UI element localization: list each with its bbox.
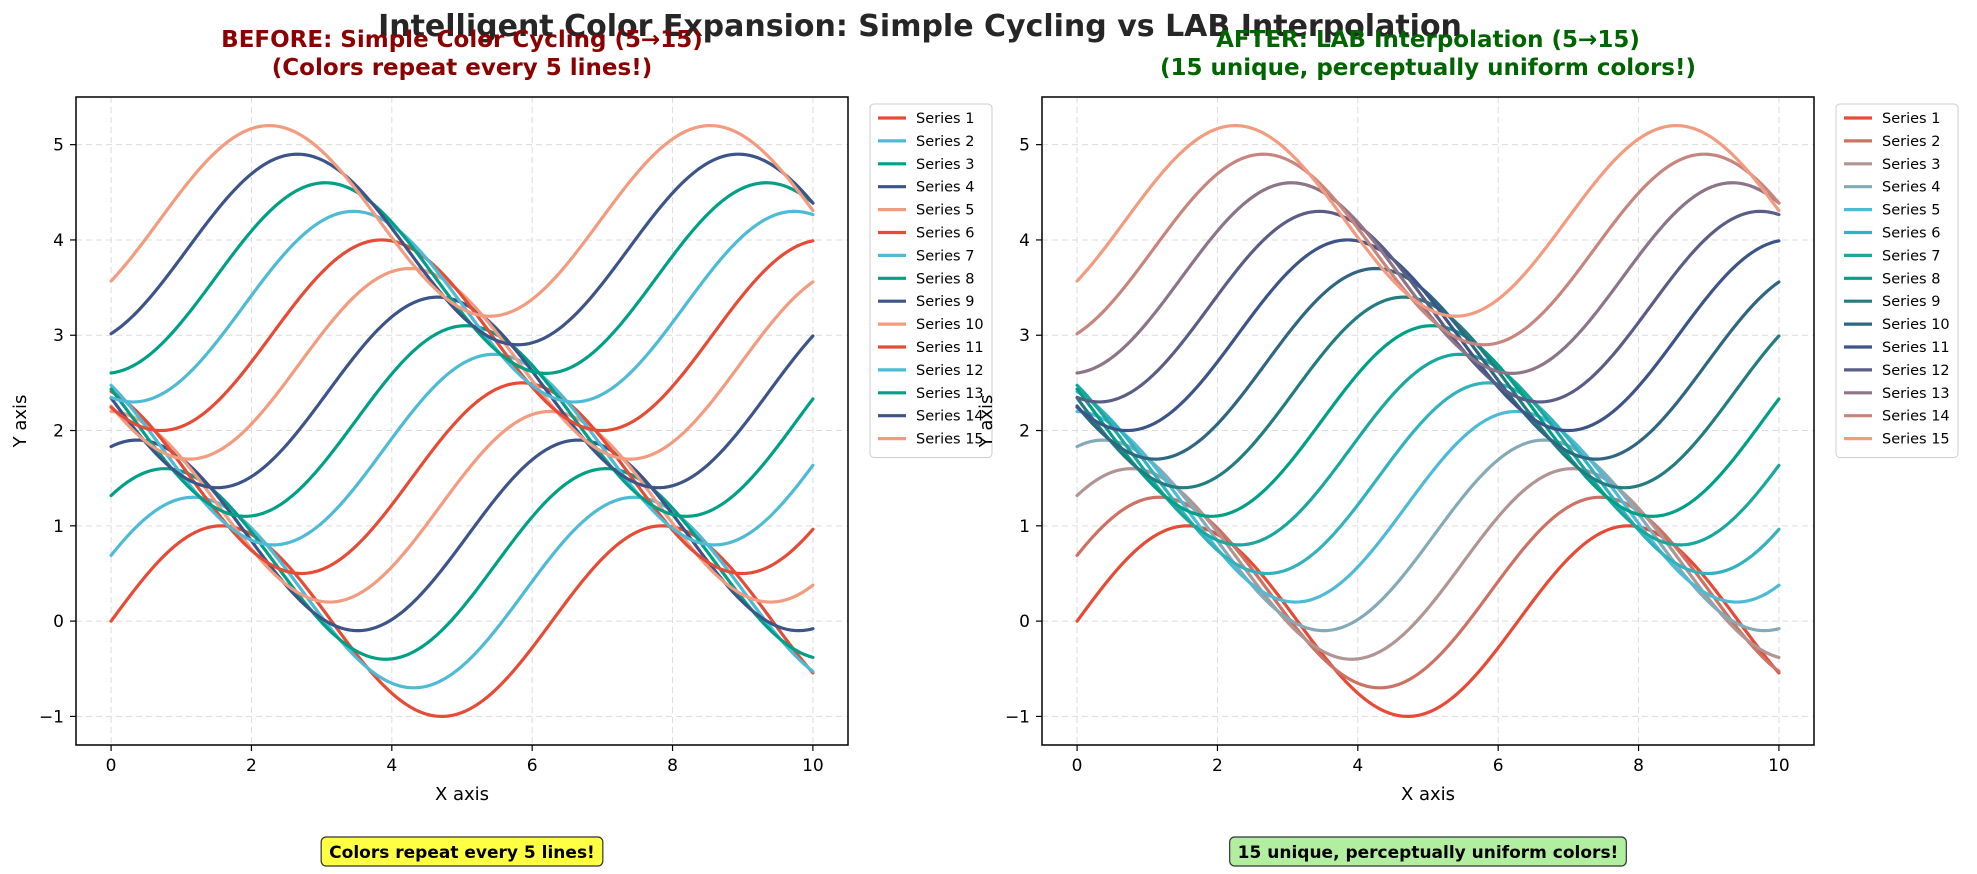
legend-label: Series 5 xyxy=(1882,203,1940,219)
y-tick-label: 5 xyxy=(53,136,64,156)
legend-label: Series 2 xyxy=(916,134,974,150)
legend-label: Series 4 xyxy=(916,180,974,196)
legend-label: Series 14 xyxy=(1882,409,1950,425)
y-tick-label: 3 xyxy=(53,326,64,346)
after-panel: AFTER: LAB Interpolation (5→15)(15 uniqu… xyxy=(976,27,1959,867)
after-title-line-1: AFTER: LAB Interpolation (5→15) xyxy=(1216,27,1640,53)
series-line-7 xyxy=(1075,352,1781,547)
legend-label: Series 1 xyxy=(1882,111,1940,127)
legend-label: Series 7 xyxy=(916,248,974,264)
x-tick-label: 6 xyxy=(527,756,538,776)
legend-label: Series 11 xyxy=(916,340,984,356)
series-line-15 xyxy=(109,123,815,318)
legend-label: Series 10 xyxy=(1882,317,1950,333)
x-tick-label: 2 xyxy=(246,756,257,776)
after-axes-frame xyxy=(1041,96,1815,746)
legend-label: Series 13 xyxy=(916,386,984,402)
legend-label: Series 3 xyxy=(1882,157,1940,173)
y-tick-label: 4 xyxy=(1019,231,1030,251)
series-line-8 xyxy=(109,324,815,518)
x-tick-label: 8 xyxy=(667,756,678,776)
series-line-12 xyxy=(109,209,815,404)
series-line-13 xyxy=(1075,181,1781,375)
series-line-11 xyxy=(1075,238,1781,433)
after-series-lines xyxy=(1075,123,1781,719)
legend-label: Series 8 xyxy=(1882,271,1940,287)
y-tick-label: 2 xyxy=(53,422,64,442)
series-line-14 xyxy=(1075,152,1781,347)
legend-label: Series 11 xyxy=(1882,340,1950,356)
y-tick-label: 4 xyxy=(53,231,64,251)
legend-label: Series 6 xyxy=(1882,226,1940,242)
series-line-7 xyxy=(109,352,815,547)
legend-label: Series 5 xyxy=(916,203,974,219)
legend-label: Series 14 xyxy=(916,409,984,425)
x-tick-label: 0 xyxy=(106,756,117,776)
y-tick-label: 2 xyxy=(1019,422,1030,442)
y-tick-label: −1 xyxy=(1005,707,1030,727)
y-tick-label: 1 xyxy=(1019,517,1030,537)
x-tick-label: 6 xyxy=(1493,756,1504,776)
x-tick-label: 0 xyxy=(1072,756,1083,776)
y-tick-label: −1 xyxy=(39,707,64,727)
after-note-badge xyxy=(1229,836,1627,867)
after-y-axis-label: Y axis xyxy=(976,395,997,449)
x-tick-label: 4 xyxy=(1352,756,1363,776)
legend-label: Series 6 xyxy=(916,226,974,242)
series-line-15 xyxy=(1075,123,1781,318)
series-line-3 xyxy=(1075,467,1781,661)
series-line-8 xyxy=(1075,324,1781,518)
y-tick-label: 0 xyxy=(1019,612,1030,632)
legend-label: Series 9 xyxy=(1882,294,1940,310)
legend-label: Series 8 xyxy=(916,271,974,287)
legend-label: Series 3 xyxy=(916,157,974,173)
before-panel: BEFORE: Simple Color Cycling (5→15)(Colo… xyxy=(10,27,993,867)
series-line-4 xyxy=(109,438,815,633)
legend-label: Series 13 xyxy=(1882,386,1950,402)
legend-label: Series 12 xyxy=(1882,363,1950,379)
x-tick-label: 8 xyxy=(1633,756,1644,776)
y-tick-label: 1 xyxy=(53,517,64,537)
before-y-axis-label: Y axis xyxy=(10,395,31,449)
y-tick-label: 3 xyxy=(1019,326,1030,346)
series-line-3 xyxy=(109,467,815,661)
legend-label: Series 12 xyxy=(916,363,984,379)
legend-label: Series 15 xyxy=(916,432,984,448)
before-note-text: Colors repeat every 5 lines! xyxy=(329,843,595,863)
legend-label: Series 4 xyxy=(1882,180,1940,196)
figure-title: Intelligent Color Expansion: Simple Cycl… xyxy=(378,9,1462,44)
x-tick-label: 10 xyxy=(1768,756,1790,776)
y-tick-label: 0 xyxy=(53,612,64,632)
x-tick-label: 4 xyxy=(386,756,397,776)
before-series-lines xyxy=(109,123,815,719)
before-x-axis-label: X axis xyxy=(435,784,489,805)
before-axes-frame xyxy=(75,96,849,746)
series-line-4 xyxy=(1075,438,1781,633)
legend-label: Series 9 xyxy=(916,294,974,310)
legend-label: Series 1 xyxy=(916,111,974,127)
after-title-line-2: (15 unique, perceptually uniform colors!… xyxy=(1160,55,1696,81)
series-line-11 xyxy=(109,238,815,433)
series-line-13 xyxy=(109,181,815,375)
legend-label: Series 7 xyxy=(1882,248,1940,264)
before-title-line-1: BEFORE: Simple Color Cycling (5→15) xyxy=(221,27,703,53)
after-x-axis-label: X axis xyxy=(1401,784,1455,805)
legend-label: Series 2 xyxy=(1882,134,1940,150)
before-title-line-2: (Colors repeat every 5 lines!) xyxy=(272,55,652,81)
legend-label: Series 10 xyxy=(916,317,984,333)
x-tick-label: 10 xyxy=(802,756,824,776)
x-tick-label: 2 xyxy=(1212,756,1223,776)
y-tick-label: 5 xyxy=(1019,136,1030,156)
series-line-14 xyxy=(109,152,815,347)
after-note-text: 15 unique, perceptually uniform colors! xyxy=(1238,843,1619,863)
series-line-12 xyxy=(1075,209,1781,404)
legend-label: Series 15 xyxy=(1882,432,1950,448)
before-note-badge xyxy=(320,836,604,867)
